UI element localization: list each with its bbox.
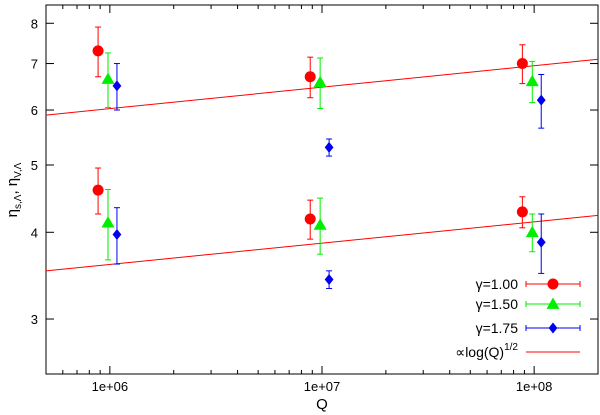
data-point: [112, 63, 122, 111]
fit-line: [45, 214, 599, 272]
data-point: [324, 270, 334, 289]
point-marker: [304, 213, 316, 225]
point-marker: [536, 236, 546, 248]
data-point: [324, 138, 334, 157]
data-point: [536, 74, 546, 129]
data-point: [101, 188, 115, 261]
point-marker: [313, 75, 327, 88]
legend-label: γ=1.50: [476, 296, 519, 312]
x-axis-label: Q: [316, 396, 328, 413]
y-tick-label: 6: [31, 103, 38, 118]
legend-marker: [546, 297, 560, 309]
x-tick-label: 1e+08: [516, 379, 553, 394]
data-point: [304, 56, 316, 99]
data-points: [92, 26, 546, 289]
point-marker: [525, 225, 539, 238]
point-marker: [516, 206, 528, 218]
data-point: [101, 52, 115, 109]
y-axis-label: ηs,Λ, ηV,Λ: [4, 162, 24, 217]
point-marker: [92, 45, 104, 57]
y-tick-label: 3: [31, 312, 38, 327]
axes: 1e+06 1e+07 1e+08 3 4 5 6 7 8: [31, 5, 599, 394]
data-point: [516, 44, 528, 85]
legend: γ=1.00 γ=1.50 γ=1.75 ∝log(Q)1/2: [455, 276, 581, 360]
point-marker: [313, 218, 327, 230]
point-marker: [516, 58, 528, 70]
data-point: [112, 207, 122, 265]
legend-marker: [547, 278, 559, 290]
y-tick-label: 8: [31, 16, 38, 31]
legend-label: ∝log(Q)1/2: [455, 342, 518, 360]
point-marker: [324, 274, 334, 286]
x-tick-label: 1e+07: [304, 379, 341, 394]
point-marker: [101, 216, 115, 228]
data-point: [304, 199, 316, 240]
legend-marker: [548, 322, 558, 334]
point-marker: [112, 229, 122, 241]
point-marker: [324, 141, 334, 153]
data-point: [536, 213, 546, 274]
data-point: [313, 197, 327, 255]
data-point: [92, 26, 104, 78]
fit-lines: [45, 58, 599, 272]
fit-line: [45, 58, 599, 116]
legend-label: γ=1.00: [476, 276, 519, 292]
y-tick-label: 7: [31, 57, 38, 72]
data-point: [525, 213, 539, 253]
data-point: [525, 60, 539, 104]
point-marker: [304, 71, 316, 83]
data-point: [92, 167, 104, 215]
point-marker: [536, 94, 546, 106]
data-point: [516, 196, 528, 229]
point-marker: [92, 184, 104, 196]
y-tick-label: 4: [31, 225, 38, 240]
data-point: [313, 57, 327, 110]
x-tick-label: 1e+06: [92, 379, 129, 394]
point-marker: [101, 72, 115, 84]
point-marker: [112, 80, 122, 92]
plot-frame: [45, 4, 599, 375]
point-marker: [525, 74, 539, 87]
legend-label: γ=1.75: [476, 320, 519, 336]
y-tick-label: 5: [31, 158, 38, 173]
